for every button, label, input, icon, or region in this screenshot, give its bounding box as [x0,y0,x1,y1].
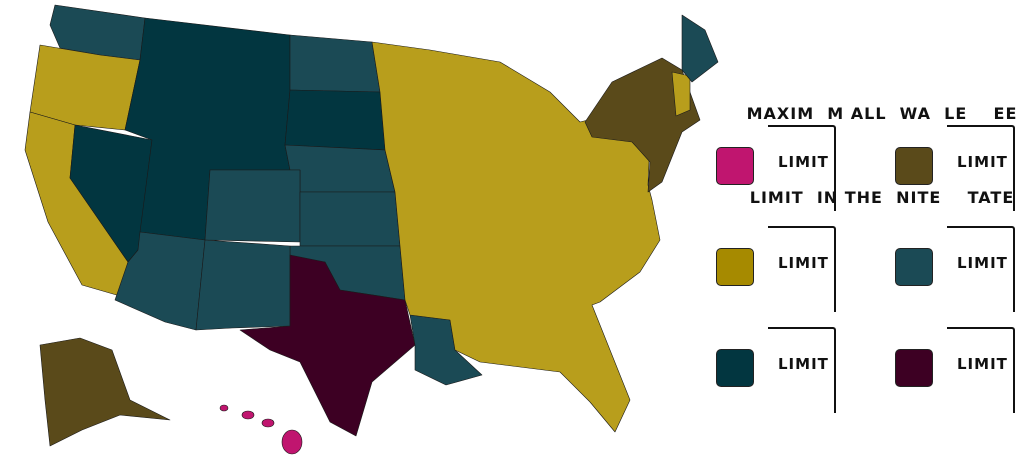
state-kansas [299,191,401,247]
state-north-dakota [289,34,381,93]
legend-bracket [947,226,1015,312]
legend-label: LIMIT [778,153,829,171]
state-colorado [204,169,301,243]
legend-label: LIMIT [957,355,1008,373]
legend-item: LIMIT [895,327,1024,413]
legend-bracket [947,125,1015,211]
legend-item: LIMIT [895,125,1024,211]
legend-item: LIMIT [716,327,846,413]
state-new-mexico [195,239,291,331]
legend-label: LIMIT [957,254,1008,272]
legend-swatch [716,248,754,286]
map-title: MAXIM M ALL WA LE EE LIMIT IN THE NITE T… [740,44,1024,240]
state-south-dakota [284,89,386,151]
legend-item: LIMIT [895,226,1024,312]
legend-item: LIMIT [716,125,846,211]
legend-bracket [768,125,836,211]
legend-item: LIMIT [716,226,846,312]
state-alaska [39,337,171,447]
title-line-2: LIMIT IN THE NITE TATE [749,188,1015,207]
legend-bracket [768,226,836,312]
region-northeast [584,57,701,193]
state-hawaii [281,429,303,455]
legend-swatch [716,147,754,185]
legend-swatch [895,147,933,185]
state-hawaii [219,404,229,412]
legend-swatch [895,349,933,387]
legend-label: LIMIT [778,355,829,373]
legend-bracket [947,327,1015,413]
state-hawaii [261,418,275,428]
state-hawaii [241,410,255,420]
title-line-1: MAXIM M ALL WA LE EE [746,104,1018,123]
legend-label: LIMIT [778,254,829,272]
legend-swatch [895,248,933,286]
legend-swatch [716,349,754,387]
legend-label: LIMIT [957,153,1008,171]
state-nebraska [284,144,396,193]
us-map [24,4,719,455]
legend-bracket [768,327,836,413]
state-maine [681,14,719,83]
state-new-hampshire [671,71,691,117]
state-texas [239,254,416,437]
